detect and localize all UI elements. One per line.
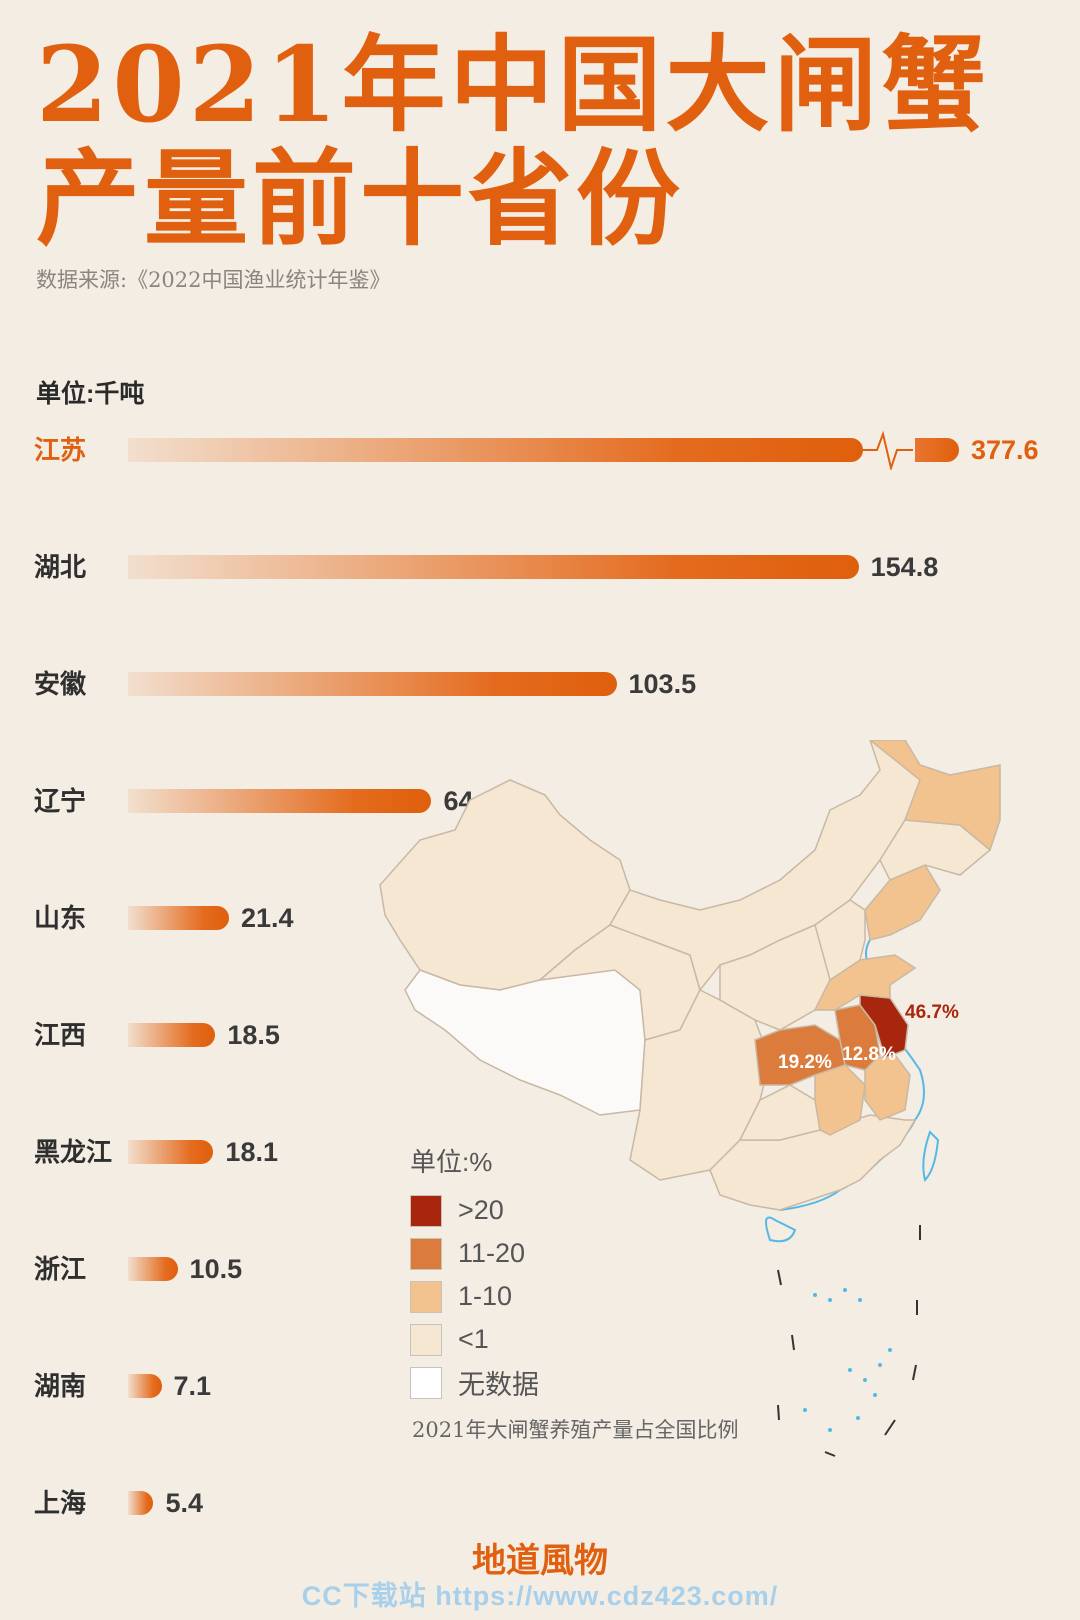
- map-label-jiangsu: 46.7%: [905, 1002, 959, 1023]
- legend-swatch: [410, 1366, 442, 1399]
- bar-value-label: 21.4: [241, 903, 294, 933]
- legend-swatch: [410, 1237, 442, 1270]
- south-sea-islands: [803, 1288, 892, 1432]
- bar-label: 山东: [34, 903, 87, 933]
- bar-row-5: 江西 18.5: [0, 1015, 1080, 1055]
- legend-label: 1-10: [458, 1281, 513, 1311]
- bar-value-label: 10.5: [189, 1254, 243, 1284]
- bar: [128, 672, 617, 696]
- region-jiangsu: [859, 994, 909, 1060]
- legend-label: >20: [458, 1195, 504, 1225]
- bar-row-0: 江苏 377.6: [0, 430, 1080, 470]
- page-title: 2021年中国大闸蟹 产量前十省份: [36, 28, 989, 256]
- bar-value-label: 377.6: [971, 435, 1039, 465]
- legend-label: <1: [458, 1324, 489, 1354]
- region-zhejiang: [864, 1054, 911, 1121]
- bar: [128, 555, 859, 579]
- bar-label: 辽宁: [34, 786, 87, 816]
- legend-label: 11-20: [458, 1238, 526, 1268]
- title-line-1: 2021年中国大闸蟹: [36, 23, 990, 146]
- region-heilongjiang: [868, 740, 1001, 852]
- bar-row-1: 湖北 154.8: [0, 547, 1080, 587]
- bar-value-label: 18.1: [225, 1137, 278, 1167]
- map-legend: 单位:% >20 11-20 1-10 <1 无数据: [410, 1142, 539, 1404]
- south-sea-dashes: [777, 1225, 921, 1457]
- bar-row-6: 黑龙江 18.1: [0, 1132, 1080, 1172]
- bar-label: 浙江: [34, 1254, 87, 1284]
- bar-value-label: 154.8: [870, 552, 939, 582]
- bar-label: 江西: [34, 1020, 87, 1050]
- legend-swatch: [410, 1280, 442, 1313]
- region-shandong: [813, 954, 917, 1011]
- map-caption: 2021年大闸蟹养殖产量占全国比例: [412, 1418, 739, 1442]
- bar-value-label: 5.4: [165, 1488, 204, 1518]
- legend-item: 11-20: [410, 1232, 539, 1275]
- bar-value-label: 18.5: [227, 1020, 280, 1050]
- legend-item: <1: [410, 1318, 539, 1361]
- bar: [128, 1257, 178, 1281]
- legend-swatch: [410, 1194, 442, 1227]
- axis-break-icon: [863, 430, 913, 470]
- bar: [128, 906, 229, 930]
- bar-row-9: 上海 5.4: [0, 1483, 1080, 1523]
- title-line-2: 产量前十省份: [36, 137, 685, 260]
- data-source: 数据来源:《2022中国渔业统计年鉴》: [36, 268, 391, 292]
- region-jiangxi: [814, 1064, 866, 1136]
- bar-value-label: 103.5: [628, 669, 697, 699]
- bar-value-label: 7.1: [173, 1371, 212, 1401]
- bar-label: 黑龙江: [34, 1137, 113, 1167]
- bar-chart-unit: 单位:千吨: [36, 380, 145, 408]
- map-label-anhui: 12.8%: [842, 1044, 896, 1065]
- map-label-hubei: 19.2%: [778, 1052, 832, 1073]
- bar-label: 江苏: [34, 435, 87, 465]
- legend-swatch: [410, 1323, 442, 1356]
- bar: [128, 789, 432, 813]
- legend-item: 无数据: [410, 1361, 539, 1404]
- region-hebei-beijing: [814, 899, 866, 982]
- legend-label: 无数据: [458, 1370, 539, 1400]
- legend-item: >20: [410, 1189, 539, 1232]
- bar-label: 湖南: [34, 1371, 87, 1401]
- brand-logo: 地道風物: [472, 1541, 608, 1581]
- bar-label: 安徽: [34, 669, 87, 699]
- region-liaoning: [864, 864, 941, 941]
- watermark: CC下载站 https://www.cdz423.com/: [301, 1581, 779, 1611]
- bar: [128, 1140, 214, 1164]
- bar: [128, 1491, 154, 1515]
- bar-break-stub: [915, 438, 959, 462]
- china-map: 46.7% 19.2% 12.8%: [379, 740, 1001, 1457]
- bar-label: 湖北: [34, 552, 87, 582]
- bar-row-7: 浙江 10.5: [0, 1249, 1080, 1289]
- legend-item: 1-10: [410, 1275, 539, 1318]
- bar: [128, 1023, 216, 1047]
- bar: [128, 1374, 162, 1398]
- bar-row-4: 山东 21.4: [0, 898, 1080, 938]
- map-legend-unit: 单位:%: [410, 1147, 493, 1177]
- bar: [128, 438, 863, 462]
- bar-row-8: 湖南 7.1: [0, 1366, 1080, 1406]
- bar-label: 上海: [34, 1488, 87, 1518]
- bar-row-2: 安徽 103.5: [0, 664, 1080, 704]
